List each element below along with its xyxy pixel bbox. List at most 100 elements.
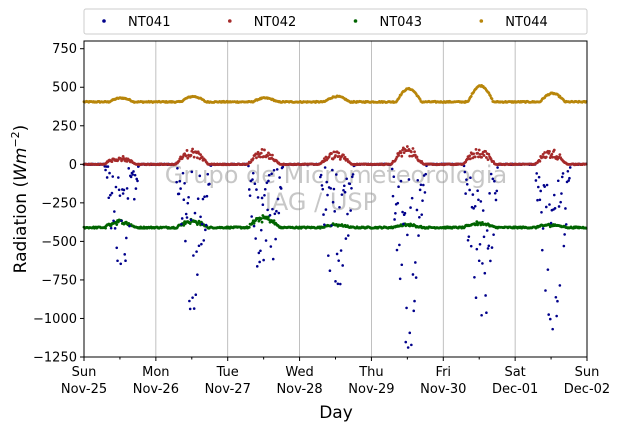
point-nt041 [250,215,253,218]
point-nt041 [538,198,542,202]
point-nt041 [186,201,190,205]
point-nt041 [564,207,567,210]
point-nt041 [191,296,194,299]
point-nt041 [272,168,276,172]
x-axis-title: Day [319,403,353,423]
point-nt041 [493,191,497,195]
point-nt041 [256,196,260,199]
point-nt043 [115,223,119,226]
point-nt043 [104,226,107,230]
point-nt042 [541,153,545,156]
x-tick-label-day: Wed [285,365,313,380]
point-nt042 [477,155,480,159]
point-nt041 [568,176,571,180]
point-nt041 [275,209,278,213]
point-nt041 [423,191,427,194]
point-nt041 [482,235,486,239]
point-nt041 [263,187,267,191]
y-axis: −1250 −1000 −750 −500 −250 0 250 500 750 [33,42,84,366]
point-nt043 [252,222,256,225]
point-nt041 [105,176,109,179]
point-nt041 [487,244,491,248]
point-nt041 [188,307,192,311]
point-nt041 [278,176,281,179]
point-nt041 [204,223,208,227]
point-nt041 [394,211,397,215]
point-nt042 [484,149,487,153]
point-nt041 [204,228,207,232]
point-nt043 [267,218,271,222]
point-nt041 [418,188,422,192]
point-nt041 [176,166,179,170]
point-nt041 [548,317,552,321]
point-nt042 [249,160,253,164]
point-nt041 [556,299,559,303]
point-nt041 [271,207,274,211]
point-nt041 [485,229,489,232]
x-tick-label-date: Nov-25 [61,382,107,397]
point-nt041 [127,167,131,170]
point-nt041 [464,192,467,195]
point-nt042 [271,153,274,157]
y-tick-label: −250 [41,196,77,211]
point-nt041 [547,313,550,316]
point-nt041 [248,194,252,197]
point-nt041 [349,209,352,212]
point-nt041 [406,233,409,237]
point-nt041 [491,177,495,181]
point-nt041 [473,204,477,208]
point-nt041 [267,173,271,177]
point-nt041 [323,166,327,169]
point-nt041 [541,227,545,230]
point-nt041 [269,245,273,248]
point-nt041 [493,179,496,183]
point-nt041 [398,243,401,247]
point-nt041 [469,176,472,180]
point-nt041 [480,313,483,317]
legend-marker-nt042 [228,19,232,23]
point-nt041 [196,197,200,201]
point-nt041 [553,207,557,210]
point-nt041 [119,262,123,266]
point-nt041 [556,179,560,183]
point-nt042 [263,148,266,152]
point-nt041 [180,222,183,226]
point-nt041 [418,215,421,219]
point-nt041 [195,250,198,253]
point-nt041 [324,208,328,211]
point-nt041 [348,182,352,186]
point-nt041 [132,170,135,173]
point-nt041 [414,261,417,264]
point-nt041 [325,180,329,184]
point-nt043 [188,222,192,225]
x-axis: Sun Nov-25 Mon Nov-26 Tue Nov-27 Wed Nov-28 Thu N… [61,357,610,397]
point-nt041 [200,242,203,246]
point-nt044 [397,96,401,99]
point-nt041 [208,182,211,186]
point-nt041 [346,212,349,216]
point-nt041 [416,178,420,182]
x-tick-label-date: Nov-27 [205,382,251,397]
point-nt041 [193,211,197,215]
point-nt041 [274,237,277,241]
point-nt041 [329,187,333,190]
point-nt041 [465,182,469,186]
y-tick-label: −1000 [33,312,77,327]
point-nt042 [543,151,547,154]
point-nt042 [478,152,482,156]
point-nt041 [478,242,482,246]
point-nt041 [196,273,199,276]
point-nt041 [120,219,123,223]
x-tick-label-date: Nov-28 [276,382,322,397]
point-nt041 [346,234,350,237]
y-tick-label: 0 [69,158,77,173]
y-tick-label: 750 [52,42,77,57]
point-nt041 [558,284,562,287]
point-nt042 [492,160,495,163]
legend-frame [83,8,588,35]
point-nt041 [276,197,280,201]
point-nt041 [343,190,347,194]
point-nt042 [268,153,272,157]
point-nt041 [477,198,480,202]
point-nt041 [398,277,402,281]
